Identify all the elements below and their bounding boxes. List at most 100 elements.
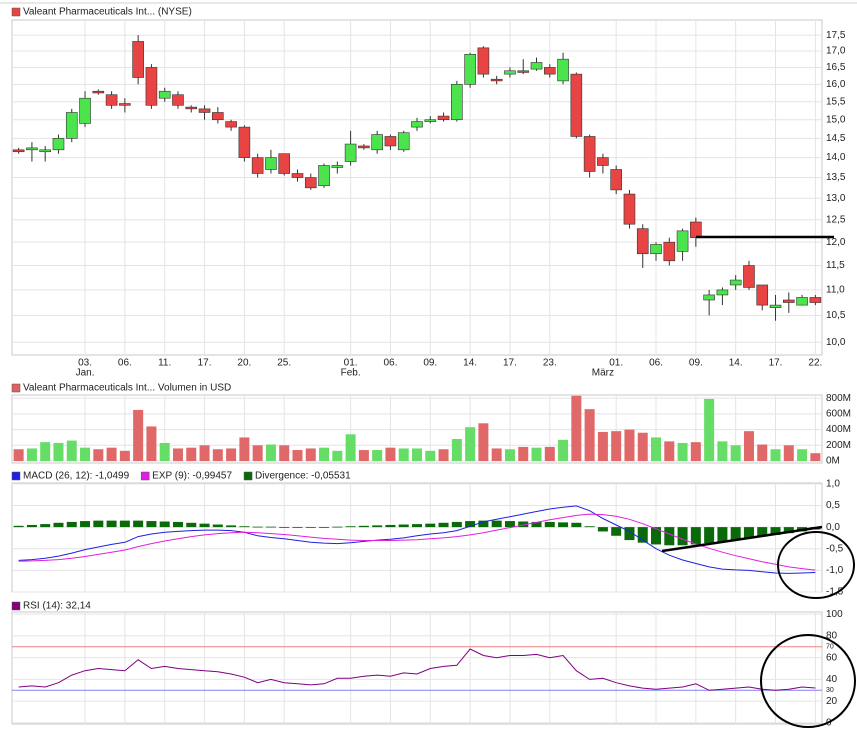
candle-body [676, 230, 689, 252]
candle-body [331, 165, 344, 168]
divergence-bar [757, 527, 768, 537]
divergence-bar [531, 521, 542, 528]
divergence-bar [186, 522, 197, 528]
y-tick-label: 20 [826, 696, 838, 707]
y-tick-label: 1,0 [826, 479, 840, 490]
volume-bar [664, 441, 675, 462]
volume-bar [80, 447, 91, 462]
divergence-bar [252, 526, 263, 528]
divergence-bar [544, 521, 555, 528]
y-tick-label: 11,5 [826, 260, 845, 271]
legend-swatch [140, 471, 150, 481]
legend-swatch [11, 601, 21, 611]
volume-bar [704, 398, 715, 462]
y-tick-label: 100 [826, 609, 843, 620]
candle-body [185, 106, 198, 110]
y-tick-label: -1,5 [826, 587, 844, 598]
candle-body [570, 73, 583, 137]
y-tick-label: 17,0 [826, 46, 846, 57]
legend-swatch [243, 471, 253, 481]
y-tick-label: 11,0 [826, 285, 845, 296]
divergence-bar [119, 520, 130, 528]
divergence-bar [133, 520, 144, 528]
macd-line [18, 505, 816, 574]
candle-body [716, 289, 729, 296]
divergence-bar [80, 521, 91, 528]
candle-body [583, 136, 596, 172]
y-tick-label: 0,0 [826, 522, 840, 533]
x-tick-label: 09. [423, 358, 437, 369]
divergence-bar [571, 522, 582, 528]
volume-bar [451, 439, 462, 462]
divergence-bar [199, 523, 210, 528]
divergence-bar [717, 527, 728, 542]
candle-body [424, 119, 437, 122]
volume-bar [119, 450, 130, 462]
x-tick-label: 17. [198, 358, 212, 369]
volume-bar [186, 447, 197, 462]
volume-bar [93, 449, 104, 462]
candle-body [769, 304, 782, 308]
candle-body [291, 173, 304, 178]
x-month-label: Feb. [341, 368, 361, 379]
candle-body [145, 67, 158, 106]
x-tick-label: 25. [277, 358, 291, 369]
y-tick-label: 400M [826, 424, 851, 435]
divergence-bar [651, 527, 662, 545]
volume-bar [504, 449, 515, 462]
divergence-bar [624, 527, 635, 541]
volume-bar [292, 450, 303, 462]
candle-body [79, 97, 91, 124]
divergence-bar [478, 520, 489, 528]
volume-bar [40, 442, 51, 462]
divergence-bar [13, 525, 24, 528]
volume-bar [372, 450, 383, 462]
divergence-bar [159, 521, 170, 528]
volume-bar [757, 444, 768, 462]
legend-swatch [11, 7, 21, 17]
candle-body [198, 108, 211, 113]
y-tick-label: 15,0 [826, 114, 846, 125]
volume-bar [717, 441, 728, 462]
volume-bar [265, 444, 276, 462]
candle-body [132, 41, 144, 78]
candle-body [690, 221, 702, 238]
divergence-bar [451, 521, 462, 528]
x-tick-label: 01. [344, 358, 358, 369]
divergence-bar [172, 521, 183, 528]
candle-body [52, 138, 65, 151]
drawn-trend-line [661, 525, 823, 553]
divergence-bar [398, 524, 409, 528]
legend-label: EXP (9): -0,99457 [152, 471, 232, 482]
x-tick-label: 03. [78, 358, 92, 369]
legend-label: RSI (14): 32,14 [23, 601, 91, 612]
volume-bar [66, 440, 77, 462]
divergence-bar [664, 527, 675, 546]
divergence-bar [743, 527, 754, 539]
x-tick-label: 14. [729, 358, 743, 369]
divergence-bar [372, 525, 383, 528]
y-tick-label: 80 [826, 631, 838, 642]
volume-bar [345, 434, 356, 462]
candle-body [530, 62, 543, 70]
divergence-bar [53, 522, 64, 528]
y-tick-label: 40 [826, 674, 838, 685]
y-tick-label: 13,0 [826, 193, 846, 204]
volume-bar [465, 427, 476, 462]
candle-body [543, 67, 556, 75]
volume-bar [146, 426, 157, 462]
y-tick-label: 15,5 [826, 96, 846, 107]
divergence-bar [319, 527, 330, 528]
divergence-bar [783, 527, 794, 534]
divergence-bar [677, 527, 688, 546]
plot-area [11, 611, 823, 725]
candle-body [729, 279, 742, 286]
divergence-bar [704, 527, 715, 544]
divergence-bar [412, 524, 422, 528]
divergence-bar [597, 527, 608, 532]
candle-body [796, 297, 808, 306]
x-tick-label: 06. [649, 358, 663, 369]
volume-bar [358, 450, 369, 462]
